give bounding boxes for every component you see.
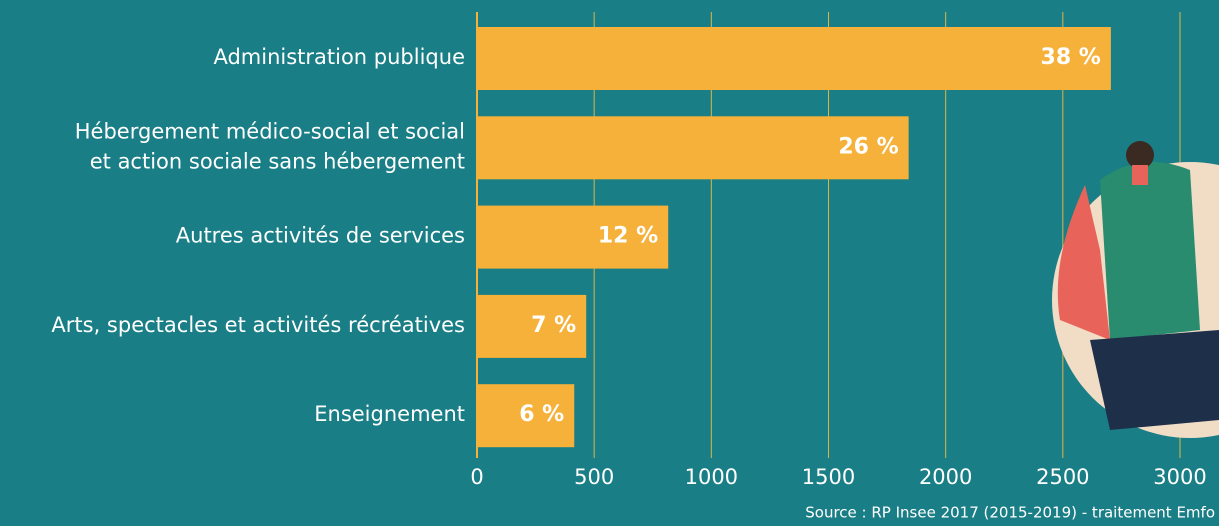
x-tick-label: 1500 [802,465,855,489]
category-label: Hébergement médico-social et social et ac… [75,119,465,173]
category-label-line: et action sociale sans hébergement [90,149,465,173]
x-tick-label: 3000 [1153,465,1206,489]
category-label-line: Administration publique [213,45,465,69]
category-label: Administration publique [213,45,465,69]
bar-share-label: 12 % [598,224,658,249]
x-tick-label: 2500 [1036,465,1089,489]
bar [477,294,587,358]
bar-share-label: 6 % [519,402,564,427]
illustration [1052,141,1219,438]
category-label-line: Hébergement médico-social et social [75,119,465,143]
x-tick-label: 1000 [685,465,738,489]
bar [477,205,669,269]
category-label: Enseignement [314,402,465,426]
x-tick-label: 0 [470,465,483,489]
x-tick-label: 500 [574,465,614,489]
bar-share-label: 38 % [1041,45,1101,70]
bar [477,384,575,448]
bar [477,116,909,180]
category-label-line: Autres activités de services [176,224,465,248]
x-tick-label: 2000 [919,465,972,489]
category-label-line: Enseignement [314,402,465,426]
bar [477,27,1111,90]
category-label: Autres activités de services [176,224,465,248]
category-label-line: Arts, spectacles et activités récréative… [51,313,465,337]
source: Source : RP Insee 2017 (2015-2019) - tra… [805,504,1215,522]
bar-share-label: 26 % [838,134,898,159]
bar-share-label: 7 % [531,313,576,338]
category-label: Arts, spectacles et activités récréative… [51,313,465,337]
